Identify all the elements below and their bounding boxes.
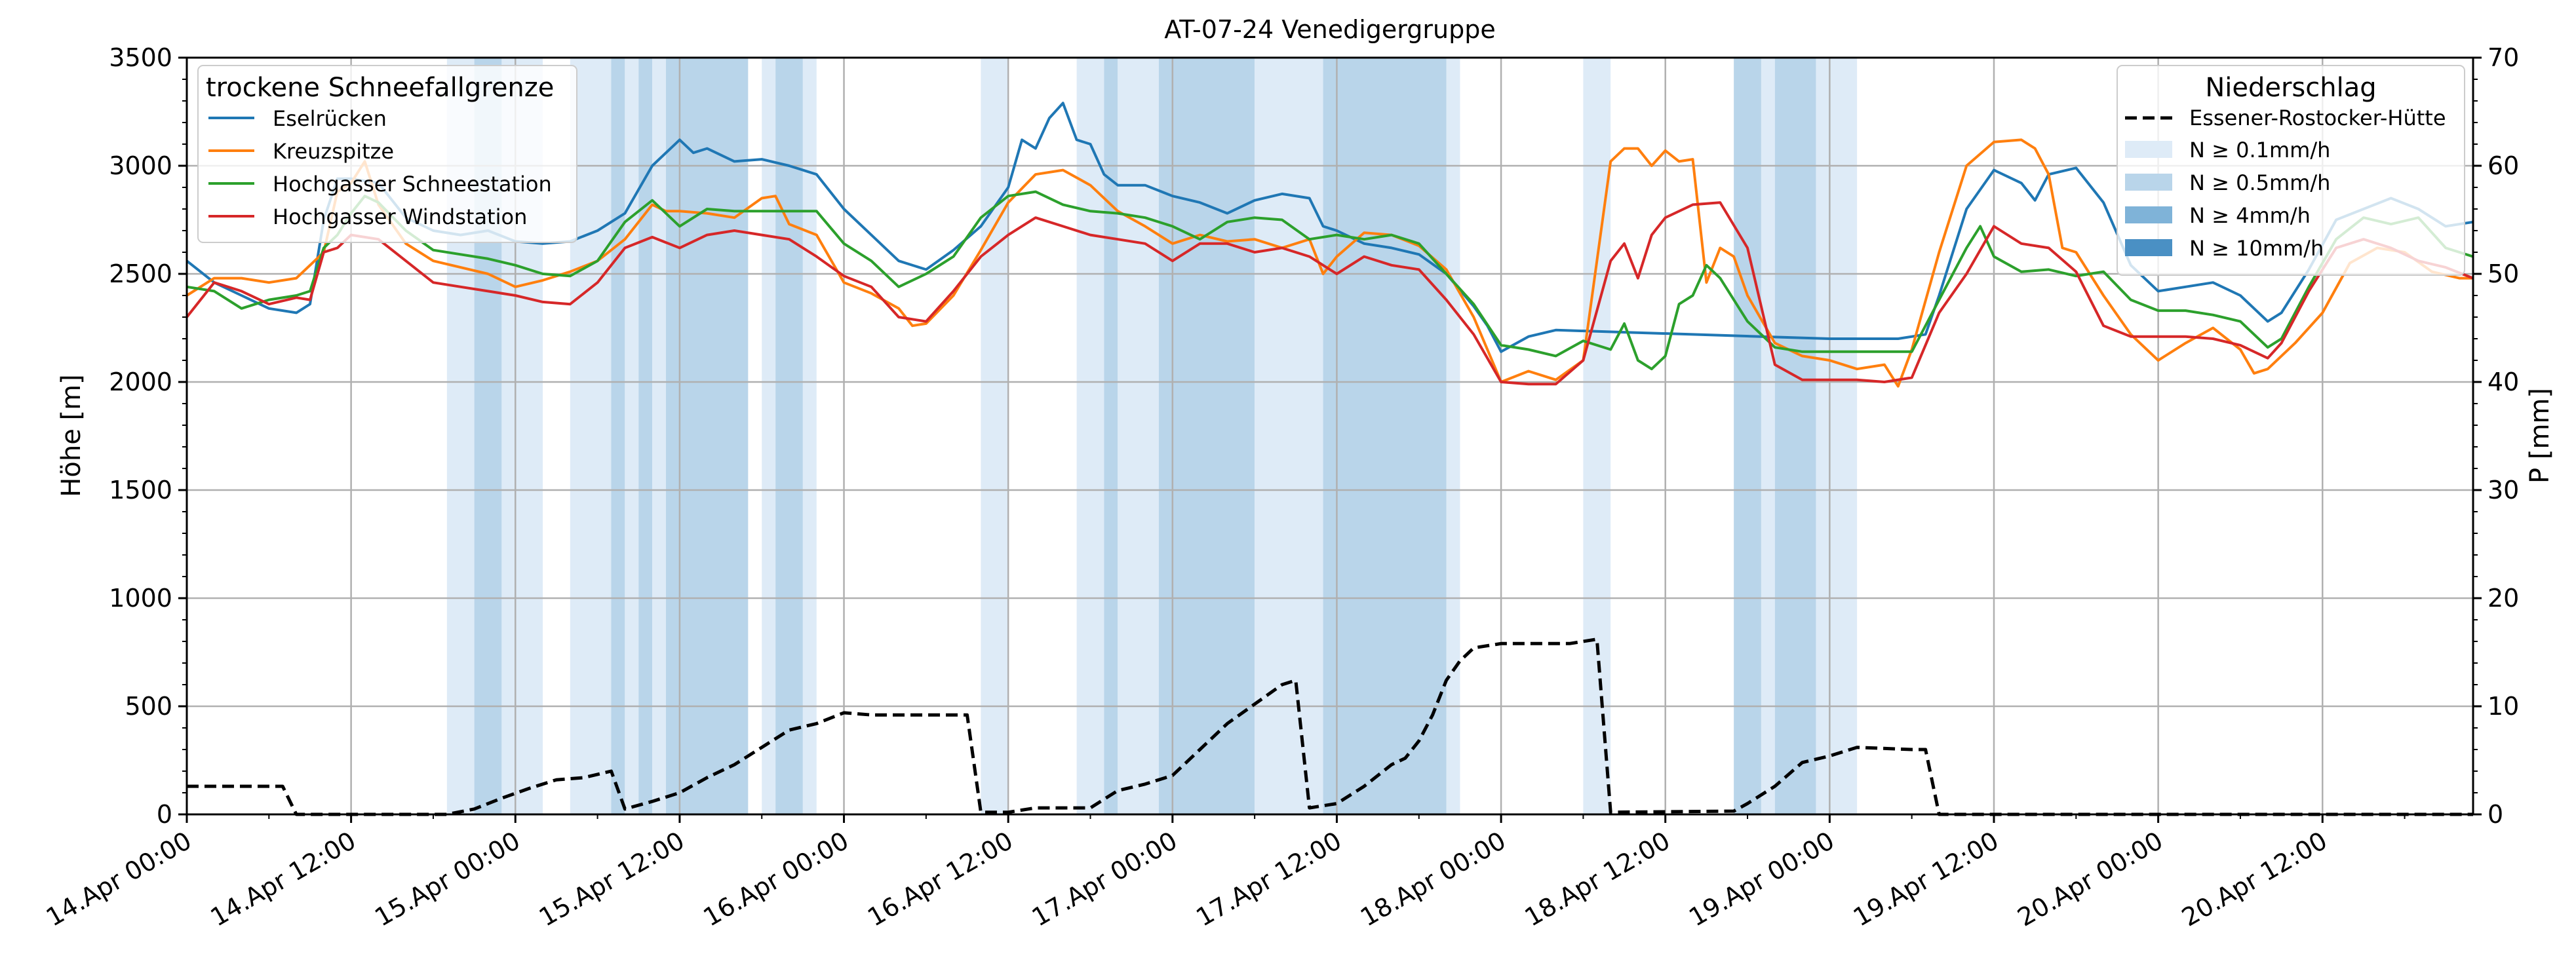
- precip-band: [1118, 58, 1159, 814]
- y-axis-label-right: P [mm]: [2525, 388, 2555, 484]
- precip-band: [625, 58, 639, 814]
- legend-left-label: Eselrücken: [273, 106, 387, 131]
- plot-frame: [185, 56, 2474, 816]
- legend-right-band-label: N ≥ 10mm/h: [2189, 236, 2324, 261]
- y-tick-label-right: 0: [2488, 800, 2503, 829]
- precip-band: [1158, 58, 1255, 814]
- x-tick-label: 16.Apr 12:00: [863, 826, 1018, 932]
- precip-band: [1734, 58, 1761, 814]
- x-tick-label: 17.Apr 12:00: [1191, 826, 1346, 932]
- x-tick-label: 18.Apr 00:00: [1356, 826, 1511, 932]
- x-tick-label: 14.Apr 12:00: [206, 826, 361, 932]
- legend-right-band-swatch: [2125, 239, 2172, 256]
- precip-band: [1774, 58, 1816, 814]
- y-tick-label-left: 2500: [109, 259, 172, 288]
- x-tick-label: 16.Apr 00:00: [698, 826, 853, 932]
- series-line-3: [185, 201, 2474, 386]
- series-line-4: [187, 637, 2473, 816]
- series-lines: [185, 102, 2474, 816]
- legend-right-band-label: N ≥ 4mm/h: [2189, 203, 2311, 228]
- precip-band: [1255, 58, 1323, 814]
- precip-band: [1816, 58, 1858, 814]
- precip-band: [1446, 58, 1460, 814]
- legend-left-label: Hochgasser Windstation: [273, 204, 527, 229]
- precip-band: [762, 58, 776, 814]
- legend-right-line-label: Essener-Rostocker-Hütte: [2189, 105, 2446, 130]
- chart-title: AT-07-24 Venedigergruppe: [1164, 15, 1495, 44]
- precip-band: [666, 58, 749, 814]
- legend-right-band-label: N ≥ 0.5mm/h: [2189, 170, 2330, 195]
- x-tick-label: 19.Apr 12:00: [1848, 826, 2004, 932]
- legend-left-label: Hochgasser Schneestation: [273, 172, 552, 197]
- precip-band: [1104, 58, 1118, 814]
- y-tick-label-right: 50: [2488, 259, 2519, 288]
- y-tick-label-right: 20: [2488, 584, 2519, 613]
- x-tick-label: 20.Apr 12:00: [2177, 826, 2332, 932]
- y-tick-label-right: 60: [2488, 151, 2519, 180]
- precip-band: [652, 58, 667, 814]
- y-tick-label-left: 3000: [109, 151, 172, 180]
- x-tick-label: 17.Apr 00:00: [1027, 826, 1182, 932]
- series-line-2: [186, 190, 2474, 371]
- y-tick-label-left: 2000: [109, 368, 172, 396]
- precip-band: [611, 58, 625, 814]
- y-tick-label-right: 30: [2488, 476, 2519, 504]
- legend-left: trockene Schneefallgrenze Eselrücken Kreuz…: [197, 65, 577, 243]
- precip-band: [775, 58, 803, 814]
- precip-band: [1076, 58, 1104, 814]
- y-tick-label-right: 40: [2488, 368, 2519, 396]
- legend-right-title: Niederschlag: [2205, 73, 2376, 103]
- y-tick-label-left: 500: [125, 692, 172, 721]
- legend-right-band-swatch: [2125, 174, 2172, 191]
- x-tick-label: 20.Apr 00:00: [2013, 826, 2168, 932]
- x-tick-label: 15.Apr 00:00: [370, 826, 525, 932]
- precip-band: [1761, 58, 1775, 814]
- legend-right-band-swatch: [2125, 141, 2172, 158]
- legend-right-box: [2117, 65, 2465, 276]
- y-tick-label-left: 3500: [109, 43, 172, 72]
- legend-left-box: [197, 65, 577, 243]
- x-tick-label: 14.Apr 00:00: [41, 826, 197, 932]
- y-tick-label-right: 70: [2488, 43, 2519, 72]
- y-tick-label-left: 1500: [109, 476, 172, 504]
- y-tick-label-right: 10: [2488, 692, 2519, 721]
- precip-band: [638, 58, 653, 814]
- precip-band: [802, 58, 817, 814]
- precip-bands: [446, 58, 1858, 814]
- precip-band: [1583, 58, 1611, 814]
- y-tick-label-left: 1000: [109, 584, 172, 613]
- precip-band: [1323, 58, 1447, 814]
- legend-right-band-swatch: [2125, 206, 2172, 223]
- y-tick-label-left: 0: [157, 800, 172, 829]
- precip-band: [981, 58, 1009, 814]
- legend-left-title: trockene Schneefallgrenze: [206, 73, 554, 103]
- y-axis-label-left: Höhe [m]: [56, 374, 87, 497]
- x-tick-label: 18.Apr 12:00: [1520, 826, 1675, 932]
- x-tick-label: 15.Apr 12:00: [534, 826, 690, 932]
- legend-left-label: Kreuzspitze: [273, 139, 394, 164]
- x-tick-label: 19.Apr 00:00: [1684, 826, 1839, 932]
- legend-right-band-label: N ≥ 0.1mm/h: [2189, 138, 2330, 162]
